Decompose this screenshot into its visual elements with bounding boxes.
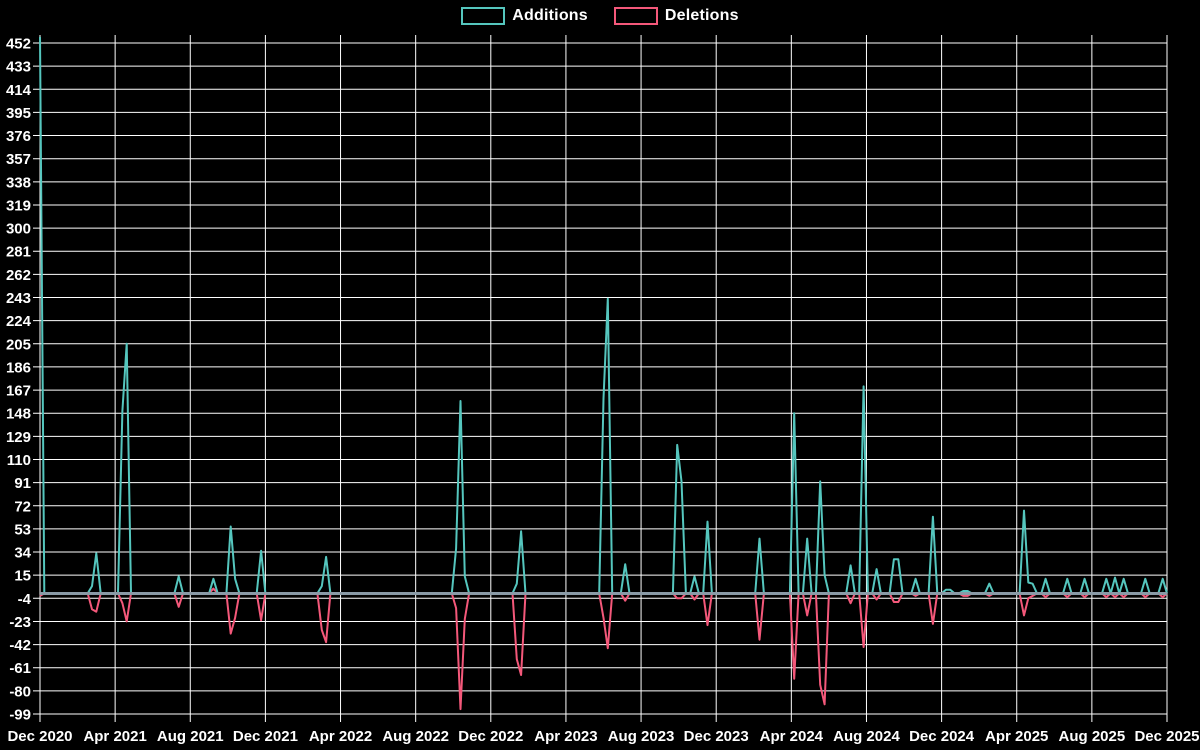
- svg-text:-42: -42: [9, 637, 31, 654]
- svg-text:53: 53: [14, 521, 31, 538]
- series-layer: [39, 36, 1168, 711]
- svg-text:Aug 2025: Aug 2025: [1059, 728, 1126, 745]
- svg-text:15: 15: [14, 568, 31, 585]
- svg-text:Apr 2022: Apr 2022: [309, 728, 372, 745]
- svg-text:300: 300: [6, 221, 31, 238]
- svg-text:Dec 2025: Dec 2025: [1134, 728, 1199, 745]
- svg-text:452: 452: [6, 36, 31, 53]
- svg-text:Dec 2023: Dec 2023: [684, 728, 749, 745]
- svg-text:Dec 2022: Dec 2022: [458, 728, 523, 745]
- deletions-legend-label: Deletions: [664, 7, 739, 24]
- svg-text:Aug 2021: Aug 2021: [157, 728, 224, 745]
- svg-text:148: 148: [6, 406, 31, 423]
- svg-text:376: 376: [6, 128, 31, 145]
- deletions-swatch: [613, 7, 658, 25]
- svg-text:Apr 2025: Apr 2025: [985, 728, 1048, 745]
- svg-text:Dec 2021: Dec 2021: [233, 728, 298, 745]
- svg-text:395: 395: [6, 105, 31, 122]
- svg-text:-4: -4: [18, 591, 32, 608]
- svg-text:205: 205: [6, 336, 31, 353]
- svg-text:Aug 2022: Aug 2022: [382, 728, 449, 745]
- svg-text:Aug 2023: Aug 2023: [608, 728, 675, 745]
- legend-item-deletions[interactable]: Deletions: [613, 7, 739, 25]
- axis-labels-layer: 452 433 414 395 376 357 338 319 300 281 262 243 224 2…: [6, 36, 1200, 746]
- svg-text:-80: -80: [9, 683, 31, 700]
- svg-text:-99: -99: [9, 707, 31, 724]
- svg-text:186: 186: [6, 359, 31, 376]
- svg-text:224: 224: [6, 313, 32, 330]
- svg-text:243: 243: [6, 290, 31, 307]
- grid-layer: [33, 35, 1168, 722]
- additions-line: [39, 36, 1168, 595]
- svg-text:357: 357: [6, 151, 31, 168]
- svg-text:Aug 2024: Aug 2024: [833, 728, 900, 745]
- svg-text:167: 167: [6, 383, 31, 400]
- svg-text:338: 338: [6, 174, 31, 191]
- svg-text:281: 281: [6, 244, 31, 261]
- svg-text:414: 414: [6, 82, 32, 99]
- svg-text:Apr 2023: Apr 2023: [534, 728, 597, 745]
- svg-text:Dec 2020: Dec 2020: [7, 728, 72, 745]
- svg-text:Apr 2021: Apr 2021: [83, 728, 146, 745]
- legend: Additions Deletions: [0, 7, 1200, 25]
- svg-text:319: 319: [6, 197, 31, 214]
- svg-text:-61: -61: [9, 660, 31, 677]
- svg-text:-23: -23: [9, 614, 31, 631]
- svg-text:Dec 2024: Dec 2024: [909, 728, 975, 745]
- legend-item-additions[interactable]: Additions: [461, 7, 588, 25]
- svg-text:433: 433: [6, 59, 31, 76]
- additions-legend-label: Additions: [512, 7, 588, 24]
- svg-text:72: 72: [14, 498, 31, 515]
- svg-text:110: 110: [7, 452, 31, 469]
- svg-text:Apr 2024: Apr 2024: [760, 728, 824, 745]
- svg-text:262: 262: [6, 267, 31, 284]
- svg-text:129: 129: [6, 429, 31, 446]
- svg-text:34: 34: [14, 545, 31, 562]
- additions-swatch: [461, 7, 506, 25]
- svg-text:91: 91: [14, 475, 31, 492]
